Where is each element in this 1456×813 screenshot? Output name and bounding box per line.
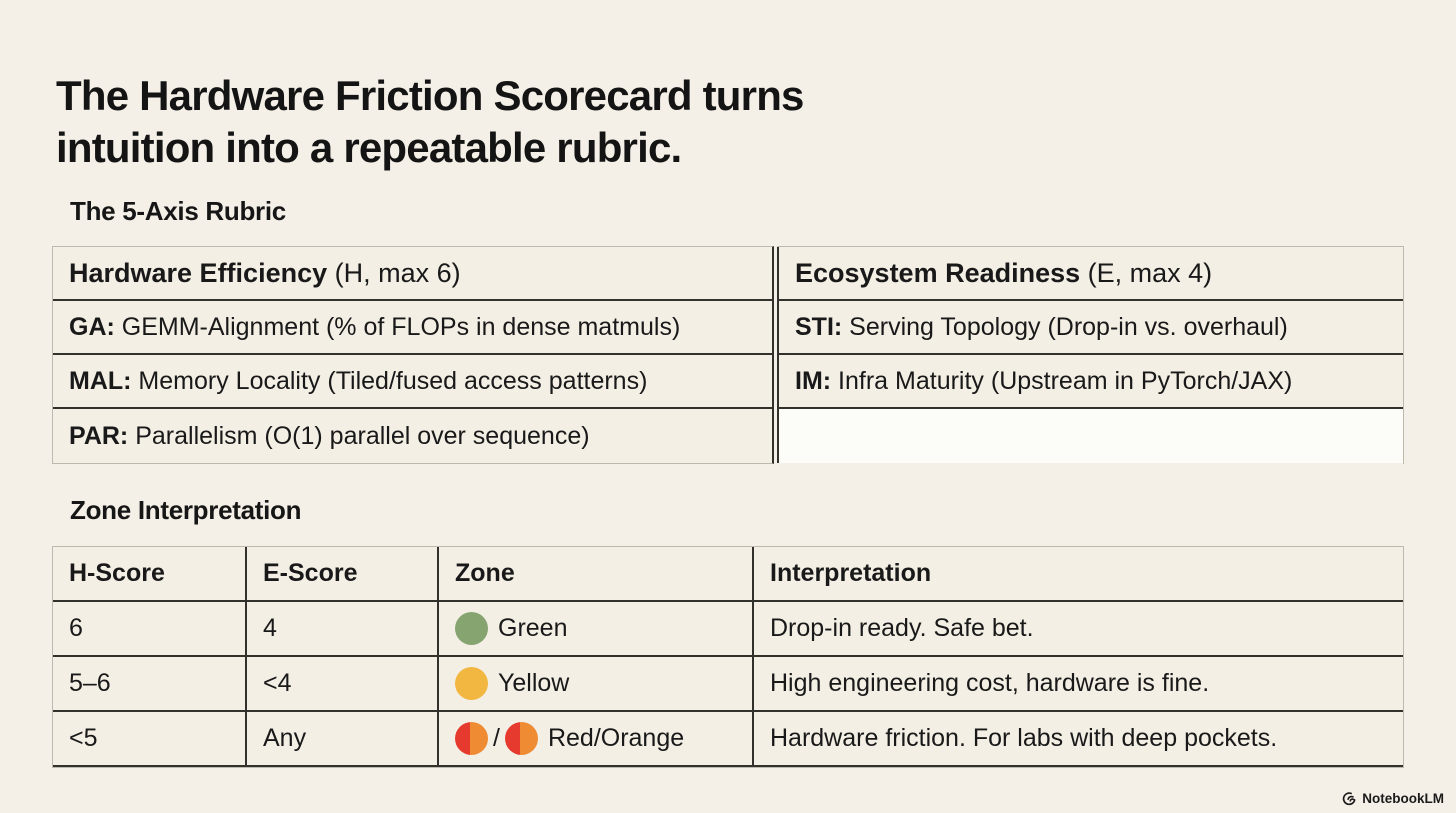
rubric-table: Hardware Efficiency (H, max 6) GA: GEMM-… [52, 246, 1404, 464]
rubric-row-text: GA: GEMM-Alignment (% of FLOPs in dense … [69, 312, 681, 341]
rubric-row-mal: MAL: Memory Locality (Tiled/fused access… [53, 355, 772, 409]
rubric-header-hardware-efficiency: Hardware Efficiency (H, max 6) [53, 247, 772, 301]
notebooklm-logo-icon [1342, 791, 1357, 806]
zone-col-header-h-score: H-Score [53, 547, 247, 602]
zone-row-red-zone: / Red/Orange [439, 712, 754, 767]
zone-interpretation-table: H-Score E-Score Zone Interpretation 6 4 … [52, 546, 1404, 768]
notebooklm-brand-label: NotebookLM [1362, 791, 1444, 806]
rubric-row-im: IM: Infra Maturity (Upstream in PyTorch/… [777, 355, 1403, 409]
zone-col-header-interpretation: Interpretation [754, 547, 1403, 602]
zone-row-red-interpretation: Hardware friction. For labs with deep po… [754, 712, 1403, 767]
zone-row-yellow-e-score: <4 [247, 657, 439, 712]
zone-row-red-e-score: Any [247, 712, 439, 767]
rubric-empty-cell [777, 409, 1403, 463]
zone-label: Red/Orange [547, 724, 685, 752]
zone-col-header-zone: Zone [439, 547, 754, 602]
rubric-column-hardware-efficiency: Hardware Efficiency (H, max 6) GA: GEMM-… [52, 246, 774, 464]
title-line-2: intuition into a repeatable rubric. [56, 124, 682, 172]
red-orange-zone-dot-icon [504, 722, 538, 755]
zone-row-green-interpretation: Drop-in ready. Safe bet. [754, 602, 1403, 657]
title-line-1: The Hardware Friction Scorecard turns [56, 72, 804, 120]
zone-col-header-e-score: E-Score [247, 547, 439, 602]
rubric-row-text: IM: Infra Maturity (Upstream in PyTorch/… [795, 366, 1293, 395]
rubric-row-ga: GA: GEMM-Alignment (% of FLOPs in dense … [53, 301, 772, 355]
rubric-row-par: PAR: Parallelism (O(1) parallel over seq… [53, 409, 772, 463]
rubric-header-ecosystem-readiness: Ecosystem Readiness (E, max 4) [777, 247, 1403, 301]
yellow-zone-dot-icon [455, 667, 488, 700]
zone-slash-separator: / [493, 724, 500, 752]
rubric-row-text: STI: Serving Topology (Drop-in vs. overh… [795, 312, 1288, 341]
rubric-row-text: PAR: Parallelism (O(1) parallel over seq… [69, 421, 590, 450]
zone-row-red-h-score: <5 [53, 712, 247, 767]
zone-row-yellow-zone: Yellow [439, 657, 754, 712]
notebooklm-brand: NotebookLM [1342, 791, 1444, 806]
zone-section-heading: Zone Interpretation [70, 495, 302, 525]
rubric-section-heading: The 5-Axis Rubric [70, 196, 286, 226]
zone-row-green-zone: Green [439, 602, 754, 657]
page-title: The Hardware Friction Scorecard turns in… [56, 70, 804, 174]
zone-label: Green [498, 614, 568, 642]
rubric-header-text: Ecosystem Readiness (E, max 4) [795, 257, 1213, 288]
rubric-header-text: Hardware Efficiency (H, max 6) [69, 257, 461, 288]
rubric-column-ecosystem-readiness: Ecosystem Readiness (E, max 4) STI: Serv… [777, 246, 1404, 464]
zone-row-yellow-interpretation: High engineering cost, hardware is fine. [754, 657, 1403, 712]
zone-row-green-e-score: 4 [247, 602, 439, 657]
zone-row-green-h-score: 6 [53, 602, 247, 657]
red-orange-zone-dot-icon [455, 722, 488, 755]
green-zone-dot-icon [455, 612, 488, 645]
rubric-row-text: MAL: Memory Locality (Tiled/fused access… [69, 366, 648, 395]
zone-label: Yellow [498, 669, 570, 697]
rubric-row-sti: STI: Serving Topology (Drop-in vs. overh… [777, 301, 1403, 355]
zone-row-yellow-h-score: 5–6 [53, 657, 247, 712]
